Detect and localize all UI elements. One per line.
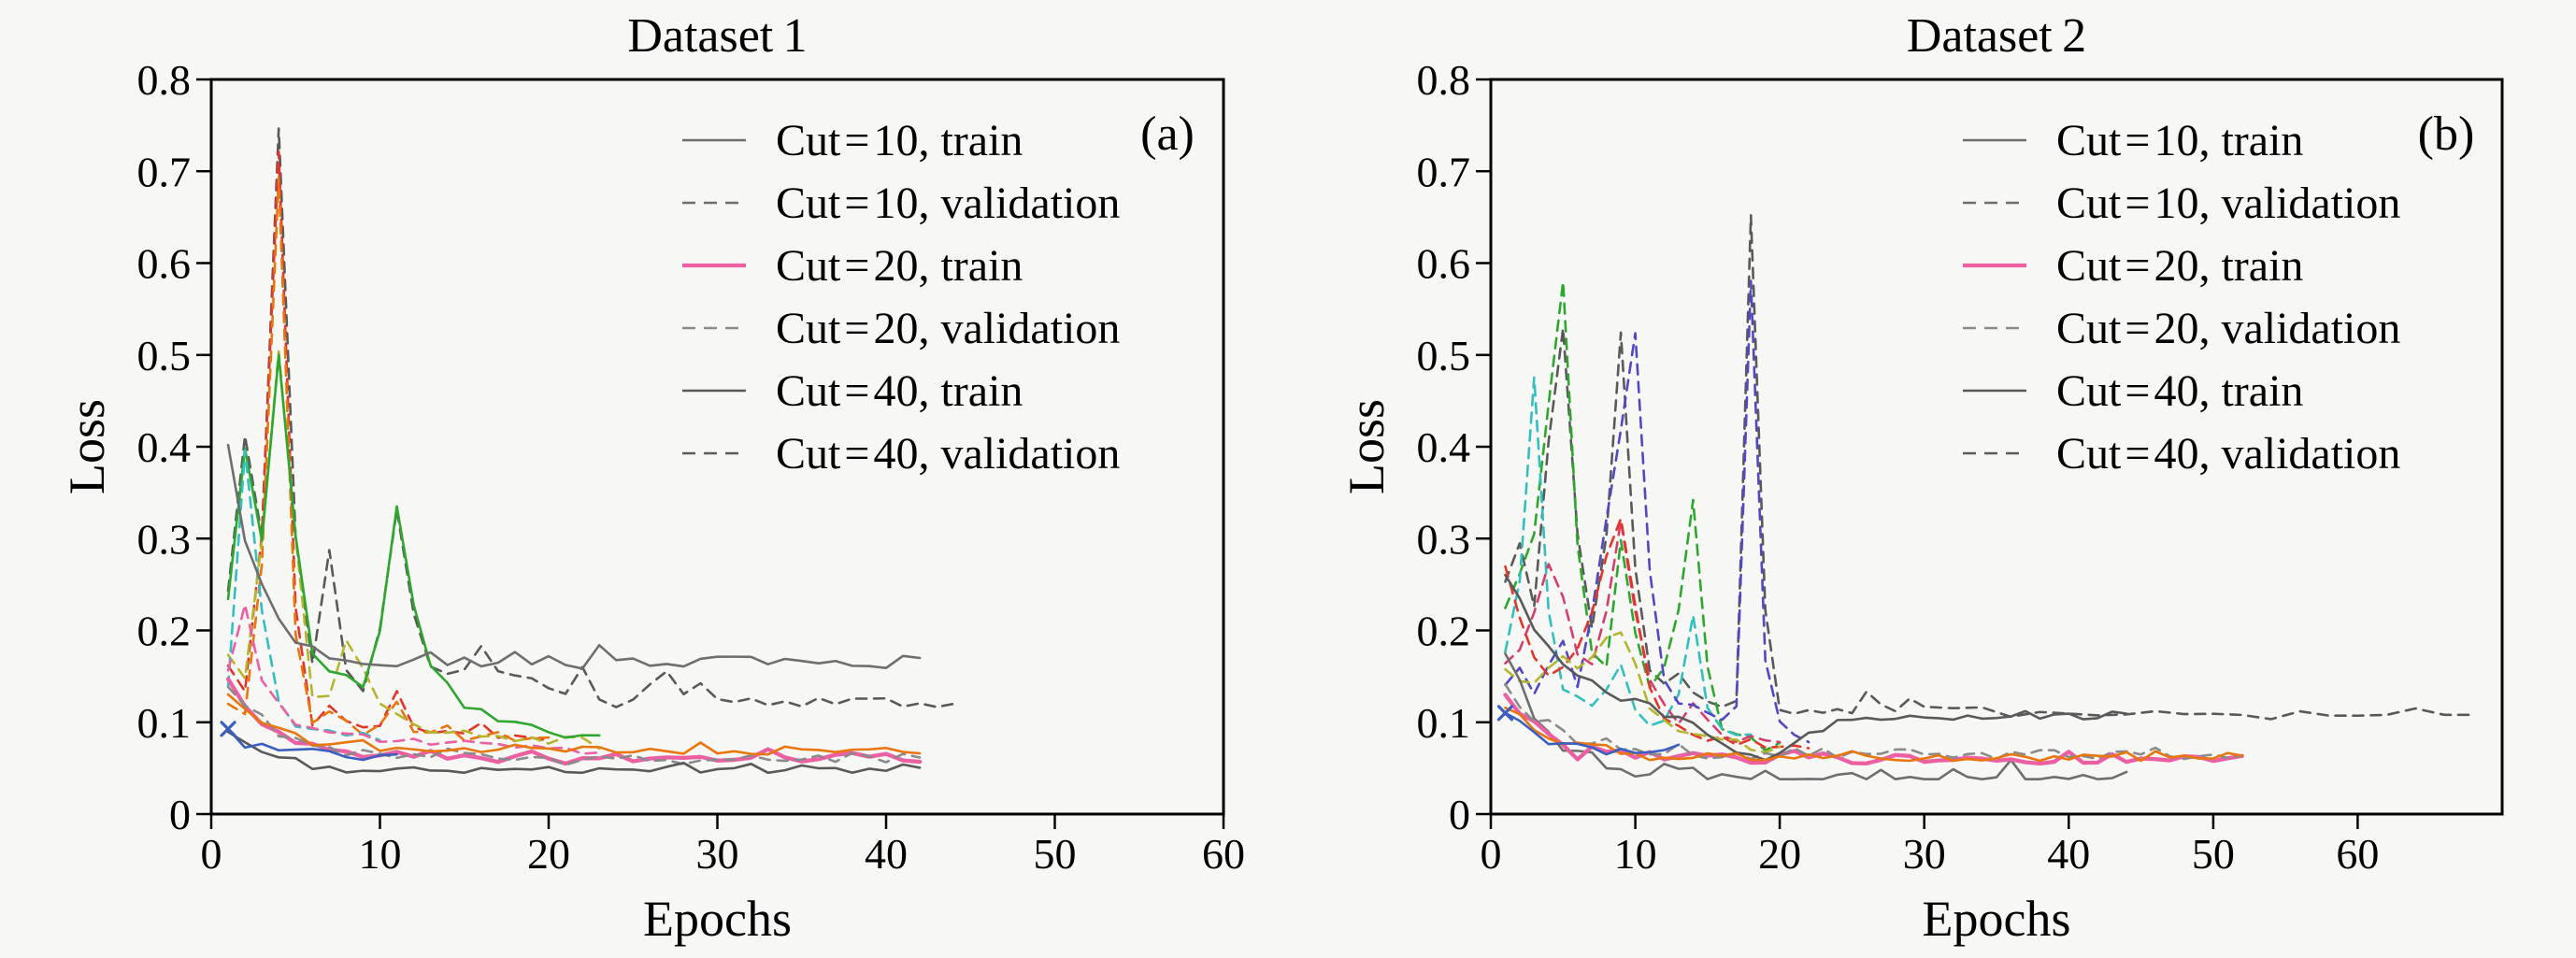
svg-text:60: 60 <box>1202 830 1245 878</box>
svg-text:Cut = 40, train: Cut = 40, train <box>2056 366 2303 416</box>
svg-text:Cut = 10, validation: Cut = 10, validation <box>776 179 1120 228</box>
svg-text:0.6: 0.6 <box>137 240 192 288</box>
svg-text:0.7: 0.7 <box>137 148 192 195</box>
svg-text:Cut = 10, train: Cut = 10, train <box>2056 116 2303 165</box>
svg-text:(b): (b) <box>2418 107 2475 161</box>
svg-text:0.7: 0.7 <box>1417 148 1471 195</box>
svg-text:40: 40 <box>2047 830 2090 878</box>
svg-text:60: 60 <box>2336 830 2379 878</box>
svg-text:10: 10 <box>1614 830 1657 878</box>
svg-text:(a): (a) <box>1140 107 1195 161</box>
svg-text:Loss: Loss <box>59 399 115 494</box>
svg-text:0.2: 0.2 <box>1417 608 1471 655</box>
svg-text:Cut = 40, validation: Cut = 40, validation <box>776 429 1120 479</box>
svg-text:Cut = 10, validation: Cut = 10, validation <box>2056 179 2400 228</box>
svg-text:40: 40 <box>865 830 908 878</box>
svg-text:Cut = 20, train: Cut = 20, train <box>776 241 1023 291</box>
svg-text:0: 0 <box>1449 791 1470 838</box>
svg-text:Cut = 40, validation: Cut = 40, validation <box>2056 429 2400 479</box>
svg-text:Cut = 10, train: Cut = 10, train <box>776 116 1023 165</box>
svg-text:0.6: 0.6 <box>1417 240 1471 288</box>
svg-text:Cut = 20, train: Cut = 20, train <box>2056 241 2303 291</box>
svg-text:Dataset 1: Dataset 1 <box>627 9 807 63</box>
svg-text:Dataset 2: Dataset 2 <box>1907 9 2086 63</box>
svg-text:0.2: 0.2 <box>137 608 192 655</box>
svg-text:20: 20 <box>1758 830 1801 878</box>
svg-text:0: 0 <box>1481 830 1502 878</box>
svg-text:Cut = 20, validation: Cut = 20, validation <box>776 304 1120 353</box>
svg-text:20: 20 <box>527 830 570 878</box>
svg-text:0.1: 0.1 <box>1417 699 1471 747</box>
svg-text:Epochs: Epochs <box>643 891 792 947</box>
svg-text:30: 30 <box>1903 830 1946 878</box>
svg-text:0.5: 0.5 <box>1417 332 1471 379</box>
svg-text:0.5: 0.5 <box>137 332 192 379</box>
svg-text:0.8: 0.8 <box>137 56 192 104</box>
svg-text:0.3: 0.3 <box>1417 515 1471 563</box>
svg-text:0.1: 0.1 <box>137 699 192 747</box>
svg-text:0: 0 <box>169 791 191 838</box>
svg-text:Epochs: Epochs <box>1923 891 2071 947</box>
svg-text:0.4: 0.4 <box>137 423 192 471</box>
svg-text:30: 30 <box>696 830 739 878</box>
svg-text:Cut = 20, validation: Cut = 20, validation <box>2056 304 2400 353</box>
svg-text:50: 50 <box>1034 830 1077 878</box>
svg-text:Cut = 40, train: Cut = 40, train <box>776 366 1023 416</box>
svg-text:0: 0 <box>201 830 222 878</box>
svg-text:Loss: Loss <box>1338 399 1395 494</box>
svg-text:0.3: 0.3 <box>137 515 192 563</box>
svg-text:0.8: 0.8 <box>1417 56 1471 104</box>
svg-text:50: 50 <box>2192 830 2235 878</box>
svg-text:10: 10 <box>359 830 402 878</box>
svg-text:0.4: 0.4 <box>1417 423 1471 471</box>
